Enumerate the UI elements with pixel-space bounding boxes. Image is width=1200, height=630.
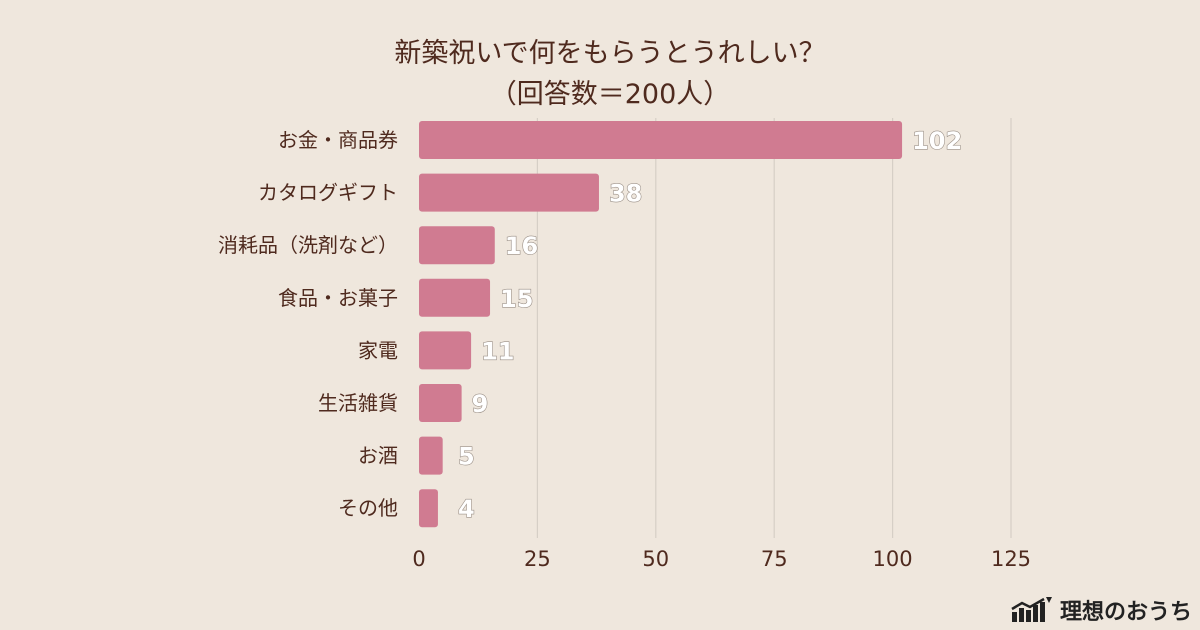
x-axis-ticks: 0 25 50 75 100 125 [412, 547, 1031, 571]
brand-logo: 理想のおうち [1010, 594, 1192, 626]
bar [419, 121, 903, 159]
x-tick-label: 50 [642, 547, 669, 571]
bar [419, 384, 462, 422]
bar [419, 331, 472, 370]
category-label: 家電 [358, 338, 398, 362]
category-label: 消耗品（洗剤など） [218, 233, 398, 257]
bar [419, 173, 599, 212]
chart-title-group: 新築祝いで何をもらうとうれしい？ （回答数＝200人） [394, 38, 825, 110]
category-label: その他 [338, 496, 398, 520]
gridlines [536, 118, 1012, 538]
category-label: 生活雑貨 [318, 391, 398, 415]
bar [419, 489, 438, 528]
value-label: 11 [481, 337, 514, 365]
value-label: 102 [912, 127, 962, 155]
category-label: お酒 [358, 444, 398, 468]
value-label: 15 [500, 285, 533, 313]
value-label: 16 [505, 232, 538, 260]
bars [419, 121, 903, 528]
value-label: 38 [609, 180, 642, 208]
value-labels: 102 38 16 15 11 9 5 4 [457, 126, 962, 523]
value-label: 4 [458, 495, 475, 523]
bar [419, 226, 495, 265]
chart-subtitle: （回答数＝200人） [490, 79, 731, 110]
bar [419, 436, 443, 475]
category-label: お金・商品券 [278, 128, 398, 152]
x-tick-label: 0 [412, 547, 425, 571]
bar [419, 278, 491, 317]
x-tick-label: 100 [873, 547, 913, 571]
category-label: 食品・お菓子 [278, 286, 398, 310]
value-label: 9 [472, 390, 489, 418]
rising-chart-icon [1011, 597, 1052, 622]
x-tick-label: 25 [524, 547, 551, 571]
value-label: 5 [458, 443, 475, 471]
brand-name: 理想のおうち [1059, 600, 1192, 625]
category-label: カタログギフト [258, 181, 398, 205]
chart-title: 新築祝いで何をもらうとうれしい？ [394, 38, 825, 69]
x-tick-label: 125 [991, 547, 1031, 571]
x-tick-label: 75 [761, 547, 788, 571]
